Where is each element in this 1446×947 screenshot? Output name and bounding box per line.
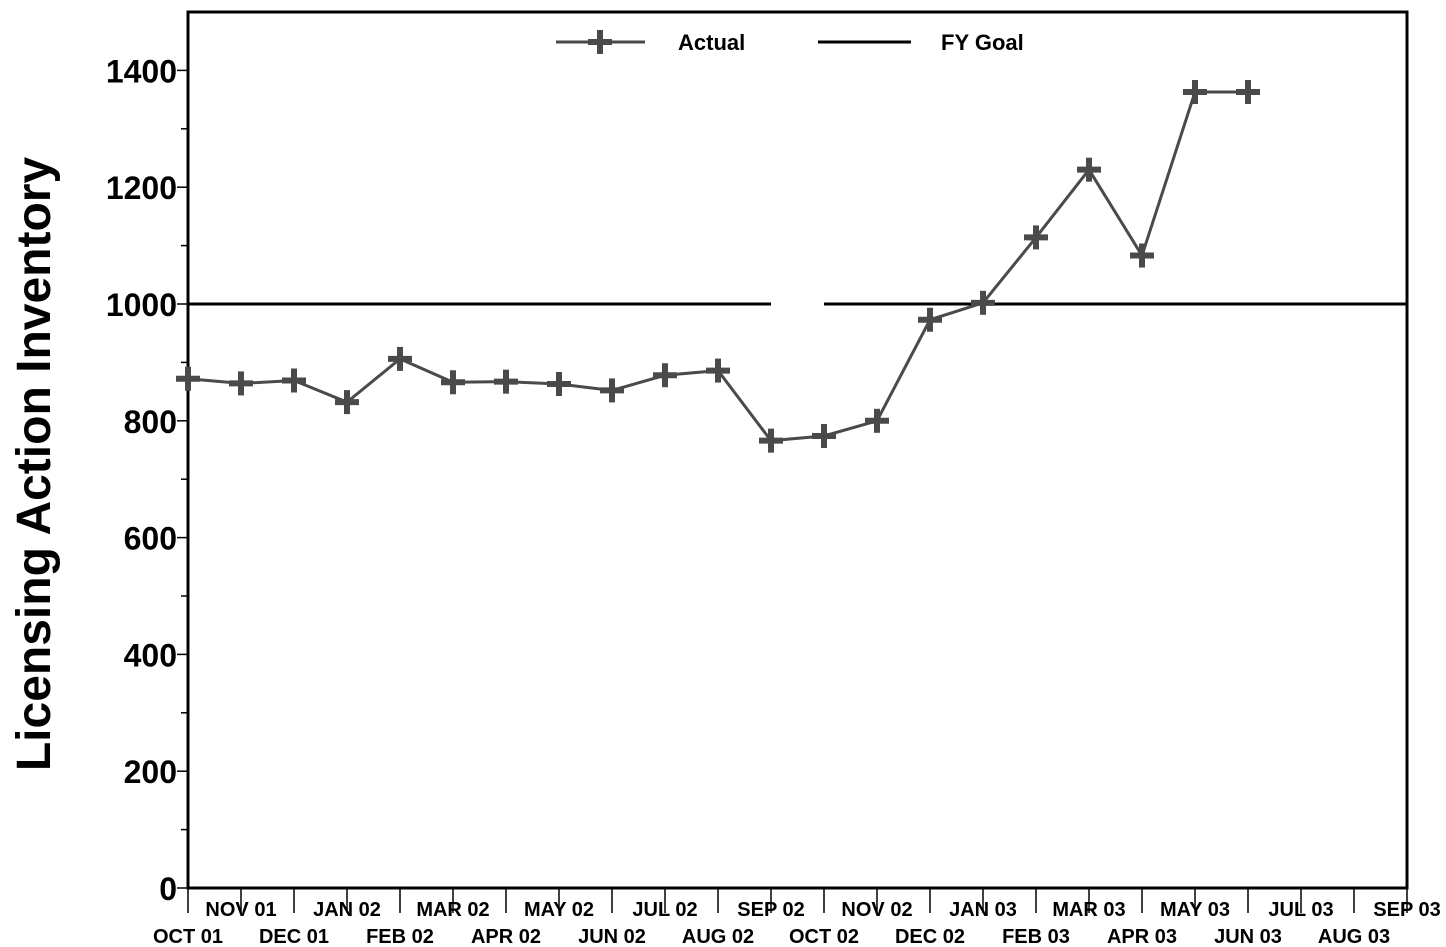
y-tick-label: 1000 xyxy=(106,287,177,323)
series-layer xyxy=(176,80,1260,453)
actual-point xyxy=(441,370,465,395)
x-tick-label: SEP 02 xyxy=(737,899,804,921)
x-tick-label: MAR 02 xyxy=(416,899,489,921)
actual-point xyxy=(229,371,253,396)
actual-point xyxy=(547,372,571,397)
x-tick-label: OCT 01 xyxy=(153,926,223,947)
x-tick-label: MAY 02 xyxy=(524,899,594,921)
actual-point xyxy=(494,369,518,394)
actual-line xyxy=(187,90,1248,443)
y-tick-label: 200 xyxy=(124,754,177,790)
actual-point xyxy=(282,368,306,393)
x-tick-label: AUG 03 xyxy=(1318,926,1390,947)
x-tick-label: JAN 03 xyxy=(949,899,1017,921)
x-tick-label: NOV 02 xyxy=(841,899,912,921)
actual-point xyxy=(1077,157,1101,182)
actual-point xyxy=(1130,243,1154,268)
axes-layer: 0 200 400 600 800 1000 1200 1400 OCT 01 NOV 01 DEC… xyxy=(106,10,1441,947)
x-tick-label: AUG 02 xyxy=(682,926,754,947)
actual-point xyxy=(600,378,624,403)
legend: Actual FY Goal xyxy=(556,30,1024,55)
x-tick-label: APR 03 xyxy=(1107,926,1177,947)
actual-point xyxy=(759,428,783,453)
x-tick-label: JUL 02 xyxy=(632,899,697,921)
x-tick-label: MAY 03 xyxy=(1160,899,1230,921)
y-tick-label: 1400 xyxy=(106,53,177,89)
x-tick-label: OCT 02 xyxy=(789,926,859,947)
actual-point xyxy=(388,346,412,371)
x-tick-label: APR 02 xyxy=(471,926,541,947)
legend-goal-label: FY Goal xyxy=(941,30,1024,55)
x-tick-label: FEB 02 xyxy=(366,926,434,947)
x-tick-label: JUN 03 xyxy=(1214,926,1282,947)
actual-point xyxy=(1236,80,1260,105)
y-axis-label: Licensing Action Inventory xyxy=(8,157,61,772)
plot-frame xyxy=(186,10,1409,890)
actual-point xyxy=(865,408,889,433)
x-tick-label: DEC 01 xyxy=(259,926,329,947)
legend-actual-label: Actual xyxy=(678,30,745,55)
x-tick-label: DEC 02 xyxy=(895,926,965,947)
actual-point xyxy=(176,366,200,391)
y-tick-label: 600 xyxy=(124,521,177,557)
actual-point xyxy=(653,363,677,388)
y-tick-label: 1200 xyxy=(106,170,177,206)
legend-actual-marker xyxy=(588,30,612,54)
x-tick-label: JUN 02 xyxy=(578,926,646,947)
y-tick-label: 0 xyxy=(159,871,177,907)
x-tick-label: SEP 03 xyxy=(1373,899,1440,921)
x-tick-label: FEB 03 xyxy=(1002,926,1070,947)
actual-point xyxy=(335,390,359,415)
actual-point xyxy=(1183,80,1207,105)
x-tick-label: NOV 01 xyxy=(205,899,276,921)
actual-point xyxy=(971,290,995,315)
x-tick-label: MAR 03 xyxy=(1052,899,1125,921)
actual-point xyxy=(812,423,836,448)
actual-point xyxy=(706,358,730,383)
y-tick-label: 400 xyxy=(124,637,177,673)
actual-point xyxy=(918,307,942,332)
x-tick-label: JAN 02 xyxy=(313,899,381,921)
actual-point xyxy=(1024,225,1048,250)
y-tick-label: 800 xyxy=(124,404,177,440)
x-tick-label: JUL 03 xyxy=(1268,899,1333,921)
